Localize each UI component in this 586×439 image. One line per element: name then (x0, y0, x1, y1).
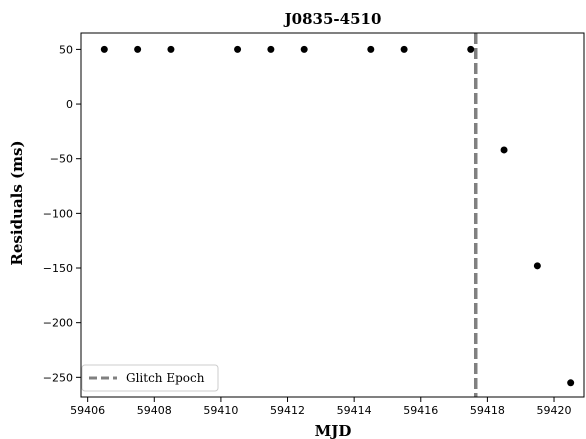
data-point (100, 45, 108, 53)
y-tick-label: −150 (43, 262, 73, 275)
data-point (167, 45, 175, 53)
x-tick-label: 59412 (270, 404, 305, 417)
x-tick-label: 59420 (537, 404, 572, 417)
data-point (500, 146, 508, 154)
y-tick-label: −50 (50, 153, 73, 166)
plot-frame (80, 32, 585, 398)
plot-area (100, 33, 575, 397)
x-tick-label: 59408 (137, 404, 172, 417)
chart-title: J0835-4510 (283, 10, 382, 28)
x-tick-label: 59414 (337, 404, 372, 417)
legend: Glitch Epoch (81, 364, 219, 392)
data-point (567, 379, 575, 387)
y-tick-label: −250 (43, 371, 73, 384)
data-point (467, 45, 475, 53)
y-tick-label: 50 (59, 43, 73, 56)
x-tick-label: 59416 (403, 404, 438, 417)
data-point (267, 45, 275, 53)
data-point (533, 262, 541, 270)
legend-label: Glitch Epoch (126, 371, 205, 385)
data-point (300, 45, 308, 53)
y-axis-label: Residuals (ms) (8, 140, 26, 265)
x-axis-label: MJD (315, 422, 352, 439)
y-tick-label: −100 (43, 207, 73, 220)
x-tick-label: 59406 (70, 404, 105, 417)
data-point (134, 45, 142, 53)
data-point (400, 45, 408, 53)
y-tick-label: 0 (66, 98, 73, 111)
data-point (234, 45, 242, 53)
x-tick-label: 59418 (470, 404, 505, 417)
data-point (367, 45, 375, 53)
y-tick-label: −200 (43, 317, 73, 330)
legend-box (81, 364, 219, 392)
x-tick-label: 59410 (203, 404, 238, 417)
axis-ticks: 59406 59408 59410 59412 59414 59416 59418 59420… (43, 43, 572, 417)
